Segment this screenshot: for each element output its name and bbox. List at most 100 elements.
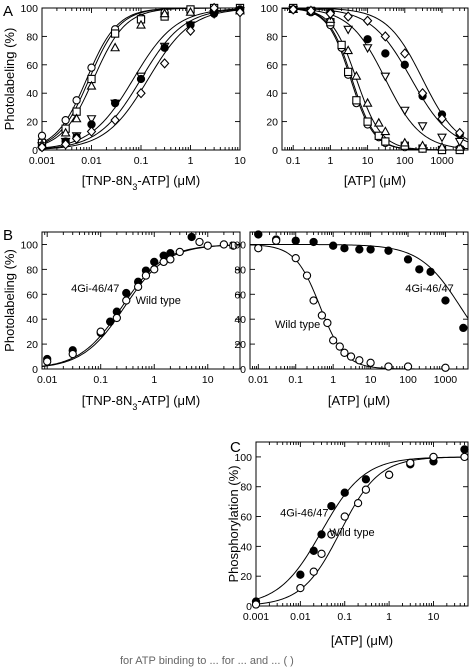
data-point-circle-filled	[426, 267, 435, 277]
y-tick-label: 80	[240, 482, 252, 494]
y-axis-title: Photolabeling (%)	[2, 249, 17, 352]
data-point-circle-open	[309, 567, 318, 576]
y-tick-label: 100	[234, 452, 252, 464]
data-point-square-open	[343, 67, 353, 77]
data-point-triangle-up-open	[71, 113, 82, 123]
data-point-circle-open	[406, 458, 415, 468]
data-point-circle-filled	[361, 475, 371, 484]
x-tick-label: 100	[399, 374, 417, 386]
data-point-circle-filled	[105, 317, 115, 326]
data-point-circle-filled	[110, 98, 120, 108]
data-point-circle-open	[353, 498, 363, 508]
data-point-circle-filled	[366, 245, 375, 254]
y-tick-label: 60	[26, 60, 38, 72]
data-point-diamond-open	[86, 126, 97, 137]
data-point-circle-open	[72, 96, 81, 105]
panel-letter: B	[3, 227, 13, 244]
x-tick-label: 1000	[434, 374, 458, 386]
data-point-circle-open	[317, 311, 327, 320]
data-point-diamond-open	[37, 141, 47, 153]
x-tick-label: 1	[386, 611, 392, 623]
data-point-diamond-open	[235, 7, 245, 18]
data-point-triangle-up-open	[60, 127, 71, 137]
data-point-circle-open	[96, 327, 105, 336]
data-point-circle-open	[203, 241, 212, 250]
data-point-circle-filled	[340, 488, 349, 497]
y-tick-label: 100	[20, 239, 38, 251]
data-point-circle-open	[37, 131, 47, 140]
panel-letter: C	[230, 439, 241, 456]
data-point-triangle-down-open	[437, 133, 447, 143]
data-point-triangle-up-open	[362, 97, 373, 107]
x-tick-label: 0.01	[248, 374, 269, 386]
data-point-circle-filled	[363, 35, 372, 44]
data-point-circle-filled	[327, 501, 336, 511]
y-tick-label: 80	[234, 264, 246, 276]
fit-curve	[281, 7, 468, 151]
data-point-diamond-open	[60, 139, 71, 150]
data-point-triangle-up-open	[185, 6, 196, 16]
data-point-circle-filled	[460, 445, 469, 454]
data-point-diamond-open	[455, 127, 465, 139]
data-point-diamond-open	[185, 25, 196, 36]
y-tick-label: 80	[26, 264, 38, 276]
data-point-triangle-down-open	[343, 25, 354, 35]
data-point-circle-open	[327, 530, 336, 539]
data-point-circle-filled	[136, 74, 146, 84]
data-point-circle-open	[441, 363, 450, 372]
plot-frame	[41, 231, 241, 370]
data-point-circle-filled	[381, 49, 390, 58]
data-point-circle-open	[309, 296, 318, 305]
data-point-circle-filled	[254, 230, 263, 239]
fit-curve	[281, 7, 469, 150]
x-tick-label: 1000	[430, 155, 454, 167]
x-tick-label: 10	[202, 374, 214, 386]
y-tick-label: 0	[246, 601, 252, 613]
data-point-triangle-up-open	[437, 141, 447, 151]
y-tick-label: 20	[26, 117, 38, 129]
y-axis-title: Photolabeling (%)	[2, 28, 17, 131]
series-annotation: 4Gi-46/47	[405, 283, 453, 295]
data-point-circle-open	[403, 362, 413, 371]
y-tick-label: 80	[266, 31, 278, 43]
data-point-square-open	[381, 137, 390, 146]
data-point-circle-open	[291, 254, 300, 263]
fit-curve	[250, 243, 469, 319]
data-point-circle-open	[355, 356, 364, 365]
data-point-triangle-up-open	[159, 8, 170, 18]
y-tick-label: 100	[228, 239, 246, 251]
data-point-diamond-open	[136, 87, 146, 99]
data-point-diamond-open	[71, 133, 82, 144]
data-point-triangle-up-open	[351, 70, 362, 80]
data-point-circle-open	[166, 255, 175, 264]
data-point-circle-filled	[415, 265, 424, 274]
data-point-circle-open	[340, 512, 349, 521]
data-point-triangle-up-open	[380, 126, 391, 136]
data-point-circle-open	[272, 236, 281, 245]
x-tick-label: 1	[188, 155, 194, 167]
series-annotation: 4Gi-46/47	[280, 508, 328, 520]
x-tick-label: 10	[234, 155, 246, 167]
data-point-circle-open	[133, 282, 143, 291]
chart-panel-a-right: 0.1 1 10 100 1000 0 20 40 60 80 100 [ATP] (μM)	[260, 3, 469, 188]
data-point-triangle-up-open	[110, 42, 121, 52]
y-tick-label: 40	[26, 88, 38, 100]
plot-frame	[281, 7, 469, 151]
x-tick-label: 0.1	[337, 611, 352, 623]
y-tick-label: 60	[26, 289, 38, 301]
data-point-triangle-down-open	[417, 122, 428, 132]
data-point-circle-open	[335, 342, 344, 351]
x-tick-label: 0.01	[290, 611, 311, 623]
y-tick-label: 0	[240, 364, 246, 376]
data-point-diamond-open	[209, 2, 219, 14]
data-point-circle-filled	[309, 546, 318, 555]
data-point-circle-open	[68, 349, 77, 359]
data-point-diamond-open	[362, 15, 373, 26]
data-point-circle-filled	[296, 570, 305, 579]
data-point-triangle-down-open	[380, 72, 391, 82]
series-annotation: 4Gi-46/47	[71, 283, 119, 295]
data-point-diamond-open	[417, 87, 428, 99]
data-point-circle-filled	[309, 237, 318, 247]
y-tick-label: 40	[266, 88, 278, 100]
